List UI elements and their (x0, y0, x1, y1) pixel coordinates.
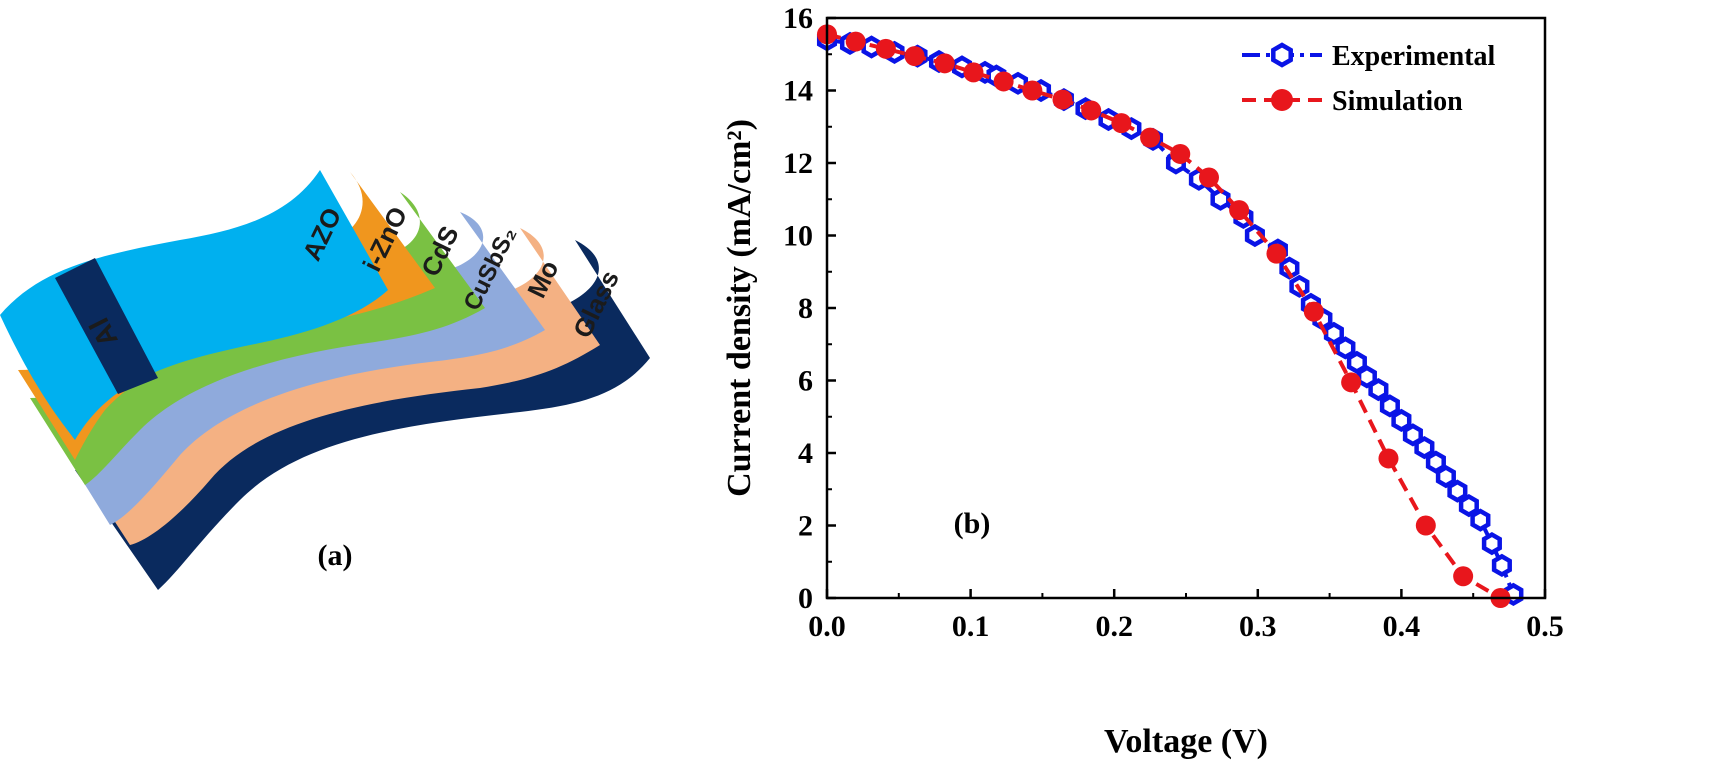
data-point-experimental (1335, 336, 1356, 360)
y-tick-label: 14 (783, 75, 813, 108)
data-point-simulation (1198, 167, 1219, 188)
data-point-simulation (904, 46, 925, 67)
x-tick-label: 0.1 (952, 610, 990, 643)
legend-entry-simulation: Simulation (1242, 86, 1463, 117)
layer-azo-shape (0, 170, 388, 440)
series-experimental (816, 28, 1524, 606)
series-simulation (817, 24, 1511, 608)
legend-label: Simulation (1332, 86, 1463, 117)
data-point-simulation (1415, 515, 1436, 536)
data-point-simulation (1111, 113, 1132, 134)
y-tick-label: 16 (783, 2, 813, 35)
data-point-simulation (1266, 243, 1287, 264)
chart-series-layer (816, 24, 1524, 608)
data-point-simulation (1170, 143, 1191, 164)
data-point-experimental (1435, 465, 1456, 489)
data-point-simulation (1052, 89, 1073, 110)
x-axis: 0.0 0.1 0.2 0.3 0.4 0.5 (808, 589, 1564, 643)
data-point-simulation (963, 62, 984, 83)
data-point-experimental (1210, 187, 1231, 211)
x-axis-title: Voltage (V) (1104, 723, 1268, 760)
data-point-experimental (1458, 494, 1479, 518)
data-point-simulation (1022, 80, 1043, 101)
x-tick-label: 0.0 (808, 610, 846, 643)
data-point-experimental (1414, 436, 1435, 460)
data-point-simulation (1341, 372, 1362, 393)
layer-stack (0, 170, 650, 590)
y-tick-label: 2 (798, 510, 813, 543)
al-contact-strip (55, 258, 158, 394)
legend-entry-experimental: Experimental (1242, 41, 1496, 72)
panel-a-label: (a) (318, 539, 353, 572)
y-tick-label: 8 (798, 292, 813, 325)
data-point-experimental (1391, 408, 1412, 432)
data-point-simulation (875, 38, 896, 59)
y-tick-label: 4 (798, 437, 813, 470)
y-axis: 0 2 4 6 8 10 12 14 16 (783, 2, 836, 615)
y-tick-label: 6 (798, 365, 813, 398)
data-point-experimental (1368, 378, 1389, 402)
data-point-experimental (1356, 365, 1377, 389)
y-tick-label: 0 (798, 582, 813, 615)
data-point-simulation (993, 71, 1014, 92)
y-tick-label: 10 (783, 220, 813, 253)
legend-marker (1271, 42, 1293, 68)
data-point-experimental (1470, 508, 1491, 532)
data-point-simulation (1453, 566, 1474, 587)
data-point-experimental (1402, 423, 1423, 447)
y-axis-title: Current density (mA/cm²) (721, 119, 758, 497)
data-point-simulation (1378, 448, 1399, 469)
series-line-simulation (826, 32, 1502, 600)
x-tick-label: 0.2 (1095, 610, 1133, 643)
legend-label: Experimental (1332, 41, 1496, 72)
data-point-experimental (1379, 394, 1400, 418)
panel-b-label: (b) (954, 507, 991, 540)
data-point-experimental (1447, 479, 1468, 503)
data-point-simulation (1140, 127, 1161, 148)
y-tick-label: 12 (783, 147, 813, 180)
series-line-experimental (826, 37, 1516, 596)
data-point-simulation (1081, 100, 1102, 121)
x-tick-label: 0.5 (1526, 610, 1564, 643)
data-point-simulation (1303, 301, 1324, 322)
data-point-simulation (1229, 200, 1250, 221)
x-tick-label: 0.3 (1239, 610, 1277, 643)
x-tick-label: 0.4 (1383, 610, 1421, 643)
data-point-experimental (1323, 321, 1344, 345)
chart-legend: Experimental Simulation (1242, 41, 1496, 117)
device-schematic: Al AZO i-ZnO CdS CuSbS₂ Mo Glass (a) (0, 170, 650, 590)
data-point-experimental (1481, 532, 1502, 556)
data-point-simulation (845, 31, 866, 52)
jv-chart: 0.0 0.1 0.2 0.3 0.4 0.5 0 2 4 6 8 10 12 14 16 Voltage… (721, 2, 1564, 760)
data-point-simulation (934, 53, 955, 74)
data-point-experimental (1491, 553, 1512, 577)
legend-marker (1271, 89, 1293, 111)
